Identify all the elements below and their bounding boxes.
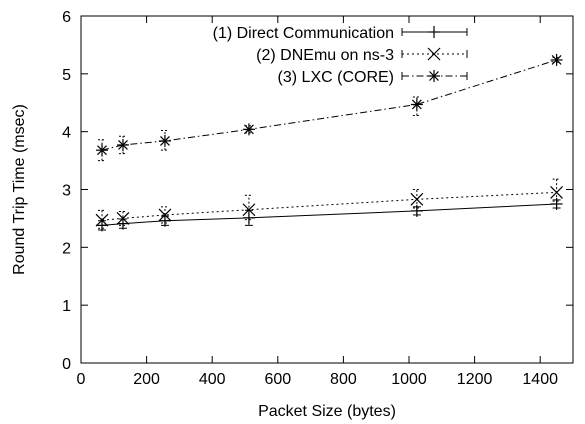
data-point-s0-5 (550, 197, 563, 210)
data-point-s1-0 (95, 213, 109, 227)
y-axis-label: Round Trip Time (msec) (11, 104, 28, 275)
legend-sample-1 (401, 50, 468, 58)
data-point-s1-5 (550, 185, 564, 199)
data-point-s0-3 (242, 211, 255, 224)
legend-label-direct: (1) Direct Communication (213, 25, 394, 42)
legend-marker-1 (427, 47, 441, 61)
series-markers (95, 53, 564, 232)
data-point-s0-2 (158, 214, 171, 227)
y-tick-label: 6 (62, 9, 71, 26)
data-point-s2-4 (410, 98, 423, 111)
data-point-s2-2 (158, 134, 171, 147)
data-point-s0-4 (410, 204, 423, 217)
axis-ticks: 0 200 400 600 800 1000 1200 1400 0 1 2 3 4 5 6 (62, 9, 573, 388)
series-line-0 (101, 203, 557, 226)
x-tick-label: 0 (77, 371, 86, 388)
legend-marker-2 (428, 70, 440, 82)
data-point-s1-1 (116, 211, 130, 225)
legend-marker-0 (428, 26, 440, 38)
x-tick-label: 800 (330, 371, 357, 388)
y-tick-label: 1 (62, 298, 71, 315)
y-tick-label: 2 (62, 240, 71, 257)
series-line-1 (101, 191, 557, 221)
data-point-s1-3 (242, 203, 256, 217)
y-tick-label: 0 (62, 356, 71, 373)
x-tick-label: 1200 (457, 371, 493, 388)
x-tick-label: 400 (199, 371, 226, 388)
data-point-s2-0 (95, 144, 108, 157)
data-point-s2-3 (242, 123, 255, 136)
y-tick-label: 3 (62, 183, 71, 200)
data-point-s2-5 (550, 53, 563, 66)
x-tick-label: 1000 (391, 371, 427, 388)
x-axis-label: Packet Size (bytes) (258, 403, 396, 420)
error-bar-s2-0 (97, 139, 106, 162)
data-point-s1-2 (158, 208, 172, 222)
legend-label-dnemu: (2) DNEmu on ns-3 (256, 47, 394, 64)
data-point-s1-4 (410, 192, 424, 206)
legend-label-lxc: (3) LXC (CORE) (278, 69, 394, 86)
y-tick-label: 5 (62, 67, 71, 84)
series-line-2 (101, 59, 557, 151)
legend: (1) Direct Communication (2) DNEmu on ns… (213, 25, 468, 86)
data-point-s0-1 (116, 217, 129, 230)
x-tick-label: 1400 (522, 371, 558, 388)
data-point-s2-1 (116, 138, 129, 151)
x-tick-label: 200 (133, 371, 160, 388)
y-tick-label: 4 (62, 125, 71, 142)
data-point-s0-0 (95, 219, 108, 232)
x-tick-label: 600 (264, 371, 291, 388)
